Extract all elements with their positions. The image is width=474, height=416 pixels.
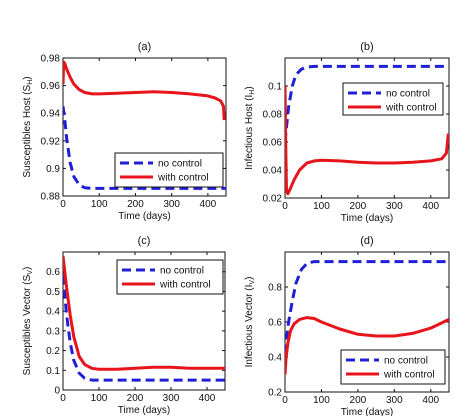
y-tick-label: 0.6 [46,267,60,278]
plot-frame [62,251,226,391]
legend: no control with control [340,349,446,385]
x-tick-label: 400 [422,201,439,212]
legend: no control with control [114,152,224,188]
y-tick-label: 0.2 [268,388,282,399]
x-tick-label: 200 [127,393,144,404]
x-tick-label: 300 [386,395,403,406]
series-line-with-control [63,60,226,121]
y-tick-label: 0.1 [268,82,282,93]
y-tick-label: 0.04 [263,166,283,177]
legend-box [116,259,224,295]
y-axis-label-subscript: V [27,270,34,275]
x-axis-label: Time (days) [341,407,393,416]
y-tick-label: 0.08 [263,110,283,121]
x-tick-label: 0 [60,393,66,404]
y-tick-label: 0.4 [46,307,60,318]
y-axis-label: Susceptibles Host (SH) [22,76,34,177]
legend-box [342,82,444,116]
x-tick-label: 0 [282,201,288,212]
x-tick-label: 100 [313,395,330,406]
legend-box [114,152,224,188]
x-tick-label: 200 [350,201,367,212]
x-tick-label: 0 [282,395,288,406]
panel-title: (b) [360,41,373,53]
y-axis-label-close: ) [244,86,255,89]
y-tick-label: 0.02 [263,194,283,205]
plot-frame [284,57,450,199]
y-axis-label: Infectious Host (IH) [244,86,256,169]
series-line-no-control [285,64,449,143]
legend-label: with control [383,370,435,381]
chart-panel-d: (d) 0 100 200 300 400 0.2 0.4 0.6 0.8 Time (days) I… [244,235,450,416]
legend-label: with control [159,280,211,291]
chart-panel-b: (b) 0 100 200 300 400 0.02 0.04 0.06 0.08 0.1 Time … [244,41,450,224]
y-axis-label-close: ) [22,76,33,79]
x-tick-label: 200 [127,199,144,210]
legend: no control with control [342,82,444,116]
x-axis-label: Time (days) [118,211,170,222]
y-axis-label-main: Susceptibles Vector (S [22,274,33,375]
y-tick-label: 0.8 [268,283,282,294]
panel-title: (d) [360,235,373,247]
y-tick-label: 0.1 [46,366,60,377]
panel-title: (c) [138,235,151,247]
x-tick-label: 0 [60,199,66,210]
x-axis-label: Time (days) [341,213,393,224]
y-axis-label: Susceptibles Vector (SV) [22,267,34,376]
y-tick-label: 0.6 [268,318,282,329]
legend-label: no control [384,356,428,367]
x-tick-label: 400 [199,393,216,404]
y-axis-label: Infectious Vector (IV) [244,277,256,368]
x-tick-label: 300 [163,393,180,404]
chart-panel-a: (a) 0 100 200 300 400 0.88 0.9 0.92 0.94 0.96 0.98 T… [22,41,227,222]
y-tick-label: 0.92 [41,136,61,147]
y-axis-label-main: Infectious Vector (I [244,285,255,368]
y-tick-label: 0.88 [41,192,61,203]
x-tick-label: 400 [200,199,217,210]
panel-title: (a) [138,41,151,53]
series-line-with-control [285,316,449,375]
x-tick-label: 100 [313,201,330,212]
legend-box [340,349,446,385]
legend-label: no control [158,159,202,170]
chart-panel-c: (c) 0 100 200 300 400 0 0.1 0.2 0.3 0.4 0.5 0.6 Time … [22,235,226,416]
legend-label: no control [160,266,204,277]
series-line-no-control [63,106,226,190]
y-tick-label: 0.4 [268,353,282,364]
y-tick-label: 0.9 [46,164,60,175]
y-tick-label: 0.96 [41,81,61,92]
x-tick-label: 300 [163,199,180,210]
legend-label: no control [386,89,430,100]
series-line-no-control [63,275,225,382]
y-axis-label-subscript: V [249,280,256,285]
y-axis-label-close: ) [244,277,255,280]
y-axis-label-subscript: H [27,80,34,85]
legend: no control with control [116,259,224,295]
y-tick-label: 0.2 [46,346,60,357]
x-tick-label: 200 [350,395,367,406]
y-axis-label-main: Infectious Host (I [244,95,255,170]
y-tick-label: 0.3 [46,326,60,337]
legend-label: with control [385,103,437,114]
y-axis-label-main: Susceptibles Host (S [22,84,33,177]
series-line-no-control [285,260,449,354]
x-tick-label: 400 [422,395,439,406]
y-tick-label: 0 [54,386,60,397]
y-axis-label-close: ) [22,267,33,270]
x-tick-label: 100 [91,199,108,210]
legend-label: with control [157,173,209,184]
y-tick-label: 0.94 [41,109,61,120]
x-axis-label: Time (days) [118,405,170,416]
y-tick-label: 0.98 [41,54,61,65]
x-tick-label: 100 [91,393,108,404]
series-line-with-control [285,85,449,196]
series-line-with-control [63,255,225,371]
y-tick-label: 0.06 [263,138,283,149]
y-axis-label-subscript: H [249,90,256,95]
x-tick-label: 300 [386,201,403,212]
y-tick-label: 0.5 [46,287,60,298]
plot-frame [62,57,227,197]
